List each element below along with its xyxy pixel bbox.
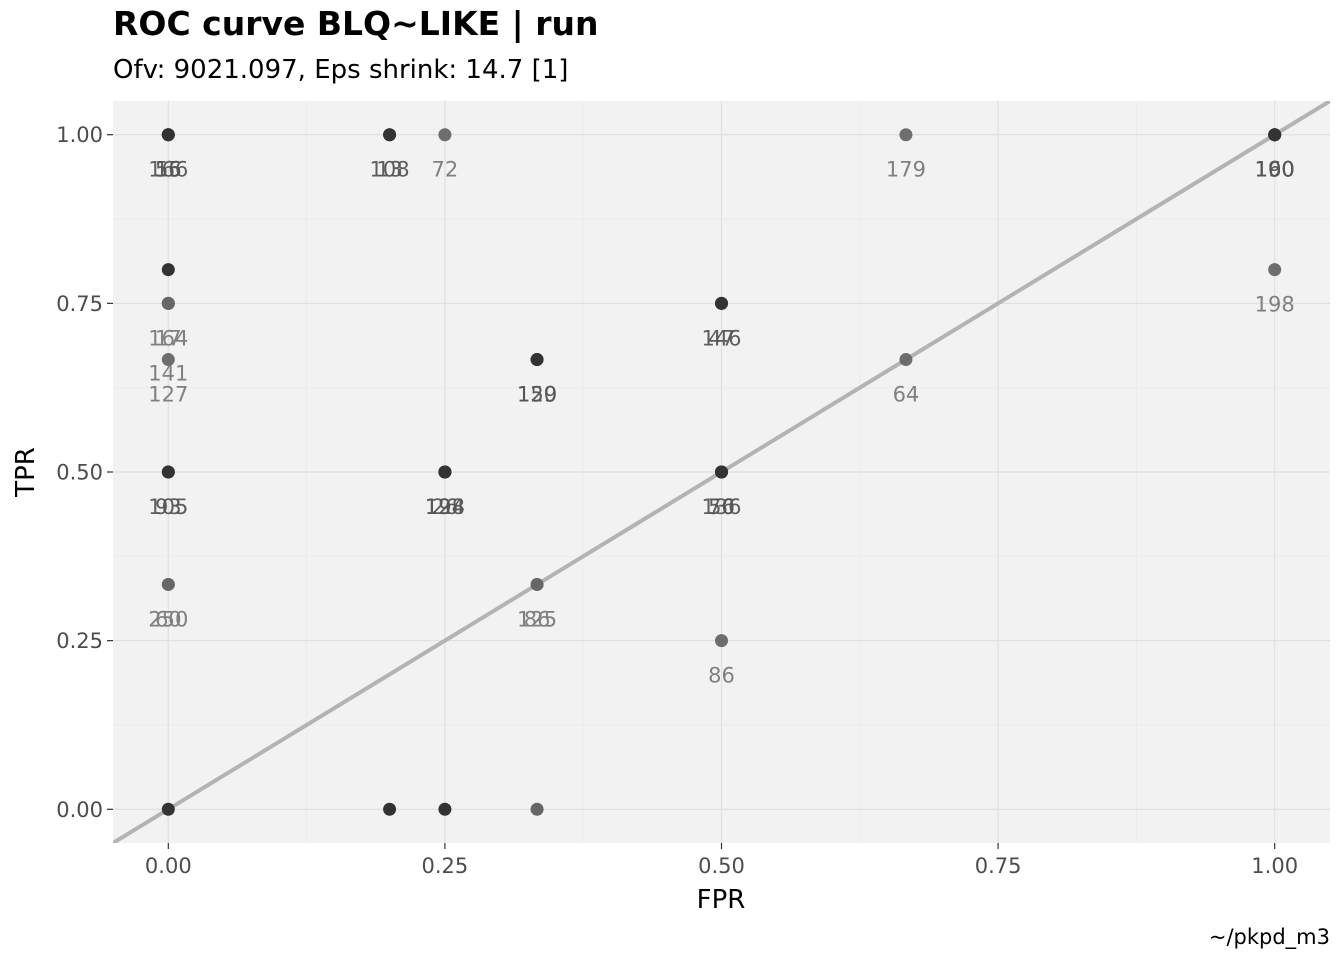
data-point <box>161 263 175 277</box>
x-tick-label: 0.75 <box>975 854 1022 878</box>
chart-subtitle: Ofv: 9021.097, Eps shrink: 14.7 [1] <box>113 55 569 85</box>
point-label: 72 <box>432 158 459 182</box>
point-label: 26 <box>432 495 459 519</box>
point-label: 160 <box>1255 158 1295 182</box>
y-axis-ticks: 0.00 0.25 0.50 0.75 1.00 <box>56 123 113 822</box>
point-label: 108 <box>370 158 410 182</box>
data-point <box>438 128 452 142</box>
x-axis-title: FPR <box>697 885 746 915</box>
point-label: 60 <box>155 607 182 631</box>
data-point <box>383 802 397 816</box>
point-label: 13 <box>376 158 403 182</box>
point-label: 15 <box>155 158 182 182</box>
data-point <box>715 465 728 479</box>
y-tick-label: 1.00 <box>56 123 103 147</box>
point-label: 86 <box>708 664 735 688</box>
point-label: 47 <box>708 326 735 350</box>
x-tick-label: 1.00 <box>1251 854 1298 878</box>
data-point <box>530 353 544 367</box>
data-point <box>438 802 452 816</box>
point-label: 179 <box>886 158 926 182</box>
y-tick-label: 0.00 <box>56 798 103 822</box>
point-label: 250 <box>148 607 188 631</box>
data-point <box>715 634 728 648</box>
data-point <box>899 128 913 142</box>
data-point <box>530 802 544 816</box>
data-point <box>161 296 175 310</box>
point-label: 105 <box>148 495 188 519</box>
point-label: 164 <box>148 326 188 350</box>
data-point <box>161 353 175 367</box>
point-label: 129 <box>517 383 557 407</box>
data-point <box>161 465 175 479</box>
point-label: 93 <box>155 495 182 519</box>
x-tick-label: 0.50 <box>698 854 745 878</box>
point-label: 125 <box>517 607 557 631</box>
x-tick-label: 0.25 <box>422 854 469 878</box>
y-axis-title: TPR <box>11 447 41 498</box>
point-label: 141 <box>148 361 188 385</box>
chart-title: ROC curve BLQ~LIKE | run <box>113 4 599 43</box>
chart-caption: ~/pkpd_m3 <box>1208 925 1330 949</box>
data-point <box>161 802 175 816</box>
point-label: 198 <box>1255 293 1295 317</box>
point-label: 56 <box>708 495 735 519</box>
data-point <box>899 353 913 367</box>
point-label: 146 <box>701 326 741 350</box>
data-point <box>530 577 544 591</box>
point-label: 190 <box>1255 158 1295 182</box>
x-axis-ticks: 0.00 0.25 0.50 0.75 1.00 <box>145 843 1298 878</box>
data-points <box>161 128 1282 816</box>
point-label: 100 <box>1255 158 1295 182</box>
data-point <box>383 128 397 142</box>
point-label: 86 <box>524 607 551 631</box>
point-label: 56 <box>155 158 182 182</box>
point-label: 70 <box>708 495 735 519</box>
point-label: 17 <box>155 326 182 350</box>
data-point <box>161 128 175 142</box>
point-label: 128 <box>425 495 465 519</box>
data-point <box>161 577 175 591</box>
point-label: 136 <box>701 495 741 519</box>
data-point <box>1268 128 1282 142</box>
point-label: 166 <box>148 158 188 182</box>
point-label: 150 <box>517 383 557 407</box>
point-label: 127 <box>148 383 188 407</box>
y-tick-label: 0.50 <box>56 461 103 485</box>
data-point <box>1268 263 1282 277</box>
y-tick-label: 0.25 <box>56 629 103 653</box>
x-tick-label: 0.00 <box>145 854 192 878</box>
point-label: 194 <box>425 495 465 519</box>
y-tick-label: 0.75 <box>56 292 103 316</box>
data-point <box>438 465 452 479</box>
data-point <box>715 296 728 310</box>
point-label: 64 <box>893 383 920 407</box>
